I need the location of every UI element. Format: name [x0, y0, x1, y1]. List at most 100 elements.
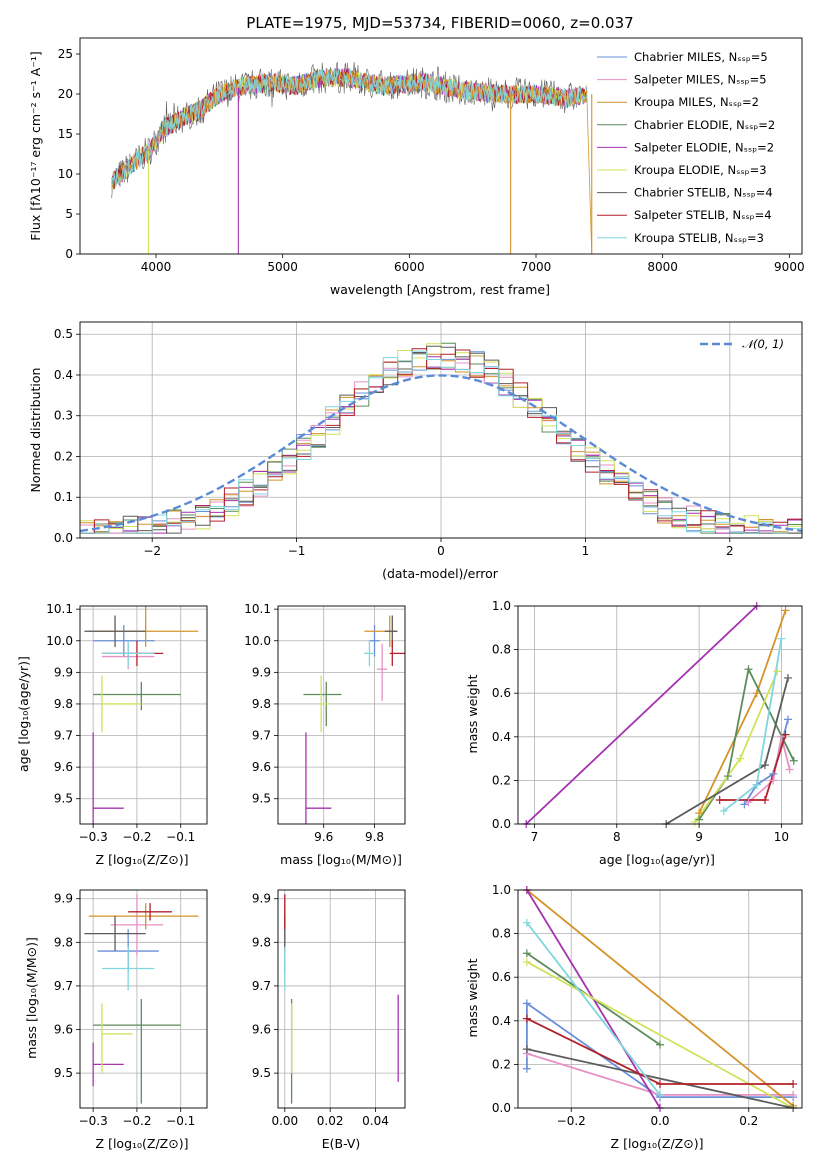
ageZ-xlabel: Z [log₁₀(Z/Z⊙)] [96, 852, 189, 867]
cumulative-weight-line [698, 610, 787, 814]
plot-area [84, 606, 199, 824]
x-tick-label: −0.2 [122, 1114, 151, 1128]
y-tick-label: 0.6 [492, 686, 511, 700]
y-tick-label: 15 [58, 127, 73, 141]
mass-vs-metallicity-plot: −0.3 −0.2 −0.1 9.5 9.6 9.7 9.8 9.9 [54, 889, 208, 1128]
cumulative-marker [690, 817, 699, 826]
y-tick-label: 9.8 [252, 697, 271, 711]
cumulative-marker [752, 780, 761, 789]
cumulative-weight-line [526, 922, 661, 1096]
residual-histogram-step [80, 345, 802, 534]
y-tick-label: 9.5 [252, 1066, 271, 1080]
axes-frame [79, 321, 803, 539]
y-tick-label: 9.7 [252, 979, 271, 993]
y-tick-label: 9.9 [252, 892, 271, 906]
axes-frame [517, 889, 803, 1109]
cumulative-marker [784, 673, 793, 682]
y-tick-label: 10.1 [46, 602, 73, 616]
y-tick-label: 9.7 [54, 979, 73, 993]
residual-histogram-plot: −2 −1 0 1 2 0.0 0.1 0.2 0.3 0.4 0.5 𝒩(0, 1) [54, 321, 803, 558]
y-tick-label: 5 [65, 207, 73, 221]
y-tick-label: 20 [58, 87, 73, 101]
cumulative-marker [760, 761, 769, 770]
cumulative-marker [784, 715, 793, 724]
cumulative-weight-line [526, 1048, 794, 1108]
cumulative-marker [740, 800, 749, 809]
x-tick-label: 0.00 [271, 1114, 298, 1128]
legend-label: 𝒩(0, 1) [742, 337, 784, 351]
residual-histogram-step [80, 350, 802, 534]
y-tick-label: 10.0 [46, 634, 73, 648]
x-tick-label: 5000 [267, 260, 298, 274]
x-tick-label: −0.2 [557, 1114, 586, 1128]
y-tick-label: 9.7 [252, 729, 271, 743]
massE-xlabel: E(B-V) [322, 1136, 361, 1151]
cumZ-xlabel: Z [log₁₀(Z/Z⊙)] [611, 1136, 704, 1151]
cumulative-marker [522, 999, 531, 1008]
residual-ylabel: Normed distribution [28, 368, 43, 493]
y-tick-label: 9.5 [54, 792, 73, 806]
x-tick-label: 9 [695, 830, 703, 844]
cumulative-marker [736, 754, 745, 763]
y-tick-label: 0.4 [492, 730, 511, 744]
axes-frame [517, 605, 803, 825]
x-tick-label: −0.2 [122, 830, 151, 844]
y-tick-label: 0.0 [492, 817, 511, 831]
x-tick-label: −0.3 [79, 830, 108, 844]
cumulative-weight-line [526, 1001, 794, 1098]
y-tick-label: 9.6 [54, 760, 73, 774]
y-tick-label: 0.4 [492, 1014, 511, 1028]
y-tick-label: 9.6 [252, 760, 271, 774]
x-tick-label: −0.1 [166, 1114, 195, 1128]
cumulative-marker [719, 806, 728, 815]
y-tick-label: 9.6 [252, 1023, 271, 1037]
x-tick-label: 7000 [521, 260, 552, 274]
y-tick-label: 9.7 [54, 729, 73, 743]
x-tick-label: 10 [774, 830, 789, 844]
legend-label: Kroupa MILES, Nₛₛₚ=2 [634, 95, 759, 109]
axes-frame [79, 889, 208, 1109]
y-tick-label: 0.8 [492, 927, 511, 941]
ageM-xlabel: mass [log₁₀(M/M⊙)] [280, 852, 402, 867]
x-tick-label: 0.2 [739, 1114, 758, 1128]
x-tick-label: 1 [582, 544, 590, 558]
cumulative-marker [522, 957, 531, 966]
x-tick-label: 9000 [774, 260, 805, 274]
cumulative-marker [522, 918, 531, 927]
plot-area [111, 61, 593, 254]
y-tick-label: 10.0 [244, 634, 271, 648]
cumulative-marker [785, 765, 794, 774]
spectrum-title: PLATE=1975, MJD=53734, FIBERID=0060, z=0… [246, 14, 633, 32]
cumZ-ylabel: mass weight [465, 958, 480, 1037]
x-tick-label: 0.04 [362, 1114, 389, 1128]
y-tick-label: 0.1 [54, 490, 73, 504]
cumulative-marker [777, 732, 786, 741]
y-tick-label: 9.8 [54, 935, 73, 949]
cumulative-marker [777, 634, 786, 643]
cumulative-marker [744, 665, 753, 674]
y-tick-label: 9.8 [54, 697, 73, 711]
y-tick-label: 0.0 [492, 1101, 511, 1115]
cumulative-marker [522, 1045, 531, 1054]
cumulative-mass-weight-metallicity-plot: −0.2 0.0 0.2 0.0 0.2 0.4 0.6 0.8 1.0 [492, 883, 803, 1128]
residual-xlabel: (data-model)/error [382, 566, 499, 581]
cumulative-weight-line [525, 606, 758, 824]
axes-frame [277, 889, 406, 1109]
y-tick-label: 9.8 [252, 935, 271, 949]
legend-label: Salpeter MILES, Nₛₛₚ=5 [634, 73, 767, 87]
cumulative-marker [656, 1040, 664, 1049]
cumAge-xlabel: age [log₁₀(age/yr)] [599, 852, 715, 867]
x-tick-label: −2 [143, 544, 161, 558]
y-tick-label: 9.9 [252, 665, 271, 679]
y-tick-label: 0.8 [492, 643, 511, 657]
legend-label: Salpeter ELODIE, Nₛₛₚ=2 [634, 140, 774, 154]
plot-area [284, 894, 399, 1104]
y-tick-label: 0.2 [492, 1057, 511, 1071]
y-tick-label: 9.5 [252, 792, 271, 806]
cumulative-mass-weight-age-plot: 7 8 9 10 0.0 0.2 0.4 0.6 0.8 1.0 [492, 599, 803, 844]
y-tick-label: 0.3 [54, 409, 73, 423]
cumulative-marker [789, 756, 798, 765]
x-tick-label: 9.6 [314, 830, 333, 844]
y-tick-label: 1.0 [492, 599, 511, 613]
